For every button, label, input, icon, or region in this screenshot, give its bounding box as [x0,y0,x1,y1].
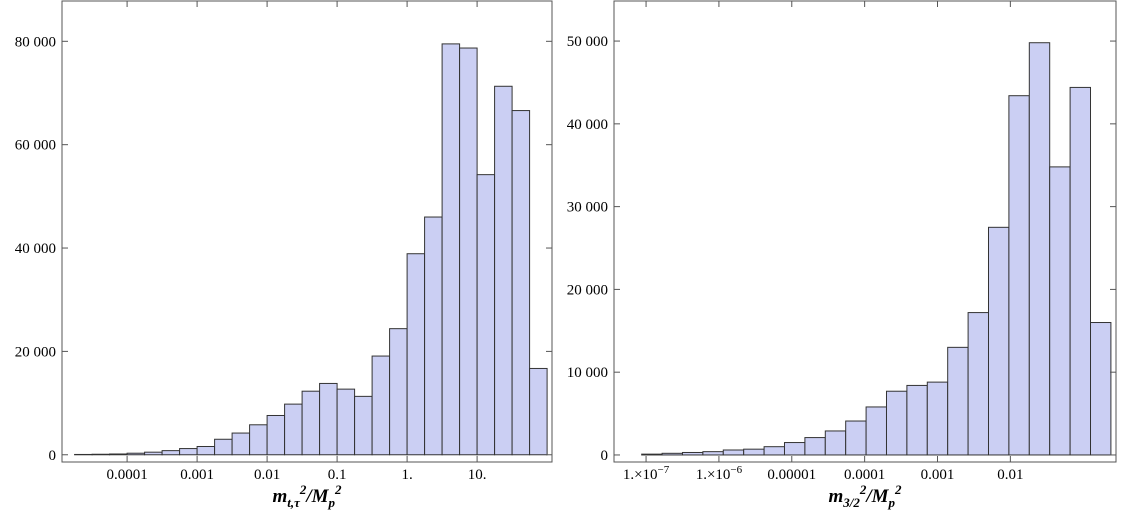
x-tick-label: 0.1 [328,467,347,483]
x-tick-label-text: 10. [468,467,487,483]
bar [1069,86,1092,456]
y-tick-label: 40 000 [567,117,608,133]
bar [301,390,321,456]
bar [389,328,408,456]
x-axis-label-part: 2 [894,482,902,497]
bar [722,449,745,456]
bar [845,420,867,456]
bar [1008,95,1030,456]
bar [459,47,478,456]
bar [641,453,663,456]
y-tick-label: 60 000 [15,138,56,154]
bar [702,451,724,456]
bar [529,367,548,456]
bar [763,446,785,456]
bar [126,452,146,456]
bar [424,216,443,456]
bar [947,346,969,456]
bar [1049,166,1071,456]
x-tick-label: 1.×10−6 [696,464,743,483]
bar [804,437,826,456]
bar [214,438,233,456]
bar [354,395,373,456]
bar [284,403,303,456]
x-tick-label: 0.01 [997,467,1023,483]
bar [406,253,426,456]
bar [494,85,513,456]
x-tick-label: 1. [401,467,412,483]
bar [1090,322,1112,456]
x-tick-label: 0.0001 [106,467,147,483]
bar [266,414,286,456]
x-tick-label: 0.001 [921,467,955,483]
bar [967,312,989,456]
bar [476,174,496,456]
x-tick-label: 0.001 [180,467,214,483]
bar [865,406,887,456]
x-tick-label-text: 1. [401,467,412,483]
x-axis-label: mt,τ2/Mp2 [272,482,342,510]
bar [987,226,1010,456]
x-tick-label-exponent: −6 [730,464,742,476]
bar [179,448,198,456]
bar [249,424,268,456]
y-tick-label: 40 000 [15,241,56,257]
x-axis-label-part: p [888,495,896,510]
panel: 0 20 000 40 000 60 000 80 000 0.0001 0.001 0.01… [15,0,553,510]
x-tick-label-text: 1.×10 [623,467,658,483]
bar [661,452,683,456]
y-tick-label: 0 [49,448,57,464]
y-tick-label: 0 [601,448,609,464]
x-axis-label-part: 3/2 [842,495,860,510]
x-tick-label: 1.×10−7 [623,464,670,483]
x-tick-label: 10. [468,467,487,483]
x-tick-label-exponent: −7 [658,464,670,476]
bar [441,43,461,456]
bar [231,432,251,456]
bar [824,430,847,456]
y-tick-label: 30 000 [567,200,608,216]
bar [1028,42,1051,456]
bar [91,453,111,456]
bar [161,450,181,456]
y-tick-label: 10 000 [567,365,608,381]
x-tick-label-text: 1.×10 [696,467,731,483]
y-tick-label: 80 000 [15,34,56,50]
bar [885,390,908,456]
bar [511,110,531,456]
bar [196,445,216,456]
y-tick-label: 50 000 [567,34,608,50]
x-axis-label-part: 2 [334,482,342,497]
bar [926,381,949,456]
x-axis-label-part: p [328,495,336,510]
x-axis-label: m3/22/Mp2 [828,482,902,510]
bar [319,382,338,456]
bar [681,451,704,456]
x-axis-label-part: m [272,486,287,507]
bar [783,442,806,456]
x-axis-label-part: m [828,486,843,507]
bar [743,448,765,456]
x-axis-label-part: 2 [859,482,867,497]
x-tick-label: 0.00001 [767,467,816,483]
bar [109,453,128,456]
bar [906,384,928,456]
bar [336,388,356,456]
x-axis-label-part: 2 [299,482,307,497]
x-tick-label: 0.01 [254,467,280,483]
x-axis-label-part: /M [864,486,889,507]
bar [144,451,163,456]
plot-frame [61,0,553,463]
bar [371,355,391,456]
y-tick-label: 20 000 [567,282,608,298]
y-tick-label: 20 000 [15,344,56,360]
x-tick-label: 0.0001 [844,467,885,483]
x-axis-label-part: /M [304,486,329,507]
x-axis-label-part: t,τ [287,495,301,510]
